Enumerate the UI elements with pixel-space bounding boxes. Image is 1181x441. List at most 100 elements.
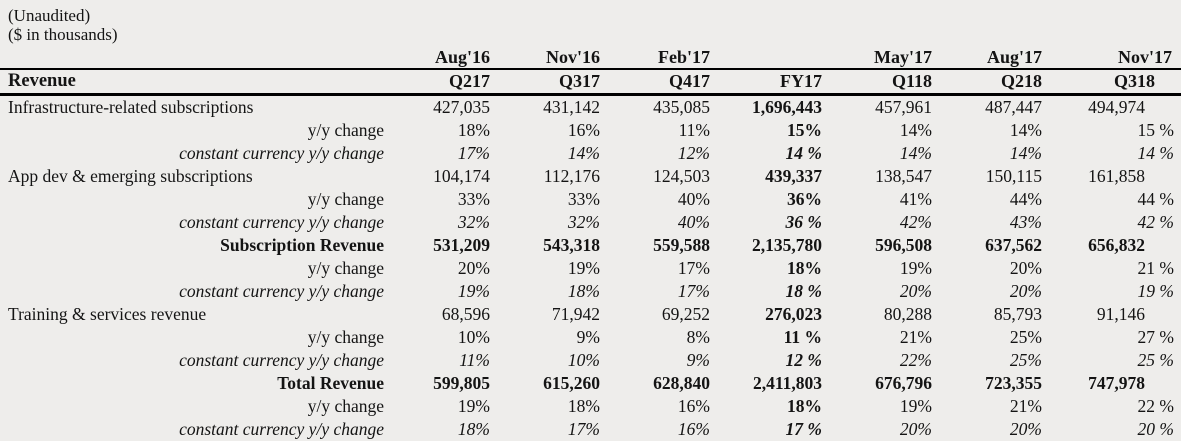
value-cell: 14% <box>942 142 1052 165</box>
value-cell: 17 % <box>720 418 832 441</box>
value-cell: 33% <box>500 188 610 211</box>
value-cell: 439,337 <box>720 165 832 188</box>
value-cell: 19% <box>500 257 610 280</box>
value-cell: 9% <box>610 349 720 372</box>
row-label: Infrastructure-related subscriptions <box>0 95 390 120</box>
value-cell: 531,209 <box>390 234 500 257</box>
row-label: y/y change <box>0 257 390 280</box>
value-cell: 18% <box>500 395 610 418</box>
value-cell: 457,961 <box>832 95 942 120</box>
value-cell: 14 % <box>720 142 832 165</box>
value-cell: 25% <box>942 349 1052 372</box>
value-cell: 12 % <box>720 349 832 372</box>
units-note: ($ in thousands) <box>8 25 1181 44</box>
row-label: constant currency y/y change <box>0 280 390 303</box>
value-cell: 11 % <box>720 326 832 349</box>
row-label: App dev & emerging subscriptions <box>0 165 390 188</box>
value-cell: 18% <box>720 395 832 418</box>
value-cell: 71,942 <box>500 303 610 326</box>
value-cell: 431,142 <box>500 95 610 120</box>
revenue-table: Aug'16 Nov'16 Feb'17 May'17 Aug'17 Nov'1… <box>0 47 1181 441</box>
row-label: Training & services revenue <box>0 303 390 326</box>
value-cell: 68,596 <box>390 303 500 326</box>
value-cell: 32% <box>500 211 610 234</box>
value-cell: 435,085 <box>610 95 720 120</box>
value-cell: 19% <box>390 395 500 418</box>
value-cell: 42 % <box>1052 211 1181 234</box>
value-cell: 25% <box>942 326 1052 349</box>
month-header: Nov'16 <box>500 47 610 69</box>
value-cell: 18% <box>390 119 500 142</box>
value-cell: 14% <box>942 119 1052 142</box>
value-cell: 14% <box>500 142 610 165</box>
value-cell: 80,288 <box>832 303 942 326</box>
value-cell: 747,978 <box>1052 372 1181 395</box>
value-cell: 596,508 <box>832 234 942 257</box>
value-cell: 22% <box>832 349 942 372</box>
value-cell: 18% <box>500 280 610 303</box>
month-header: Nov'17 <box>1052 47 1181 69</box>
value-cell: 276,023 <box>720 303 832 326</box>
quarter-header: Q217 <box>390 69 500 95</box>
value-cell: 20% <box>390 257 500 280</box>
quarter-header: Q218 <box>942 69 1052 95</box>
table-notes: (Unaudited) ($ in thousands) <box>0 0 1181 44</box>
value-cell: 22 % <box>1052 395 1181 418</box>
value-cell: 2,411,803 <box>720 372 832 395</box>
value-cell: 27 % <box>1052 326 1181 349</box>
value-cell: 17% <box>610 257 720 280</box>
value-cell: 44% <box>942 188 1052 211</box>
unaudited-note: (Unaudited) <box>8 6 1181 25</box>
value-cell: 20% <box>942 280 1052 303</box>
value-cell: 628,840 <box>610 372 720 395</box>
value-cell: 15 % <box>1052 119 1181 142</box>
value-cell: 12% <box>610 142 720 165</box>
value-cell: 10% <box>500 349 610 372</box>
row-label: constant currency y/y change <box>0 349 390 372</box>
value-cell: 9% <box>500 326 610 349</box>
value-cell: 18% <box>720 257 832 280</box>
quarter-header: FY17 <box>720 69 832 95</box>
value-cell: 17% <box>390 142 500 165</box>
value-cell: 16% <box>500 119 610 142</box>
section-title-revenue: Revenue <box>0 69 390 95</box>
value-cell: 44 % <box>1052 188 1181 211</box>
value-cell: 138,547 <box>832 165 942 188</box>
value-cell: 16% <box>610 418 720 441</box>
value-cell: 41% <box>832 188 942 211</box>
month-header: Aug'17 <box>942 47 1052 69</box>
value-cell: 20% <box>942 418 1052 441</box>
value-cell: 11% <box>610 119 720 142</box>
month-header: Feb'17 <box>610 47 720 69</box>
value-cell: 19% <box>832 257 942 280</box>
value-cell: 150,115 <box>942 165 1052 188</box>
row-label: y/y change <box>0 188 390 211</box>
value-cell: 676,796 <box>832 372 942 395</box>
quarter-header: Q318 <box>1052 69 1181 95</box>
month-header: May'17 <box>832 47 942 69</box>
value-cell: 656,832 <box>1052 234 1181 257</box>
value-cell: 19% <box>832 395 942 418</box>
value-cell: 161,858 <box>1052 165 1181 188</box>
row-label: constant currency y/y change <box>0 211 390 234</box>
value-cell: 14% <box>832 119 942 142</box>
value-cell: 43% <box>942 211 1052 234</box>
value-cell: 20% <box>832 418 942 441</box>
quarter-header: Q317 <box>500 69 610 95</box>
value-cell: 20% <box>832 280 942 303</box>
value-cell: 637,562 <box>942 234 1052 257</box>
value-cell: 21 % <box>1052 257 1181 280</box>
row-label: Subscription Revenue <box>0 234 390 257</box>
value-cell: 104,174 <box>390 165 500 188</box>
value-cell: 91,146 <box>1052 303 1181 326</box>
value-cell: 15% <box>720 119 832 142</box>
